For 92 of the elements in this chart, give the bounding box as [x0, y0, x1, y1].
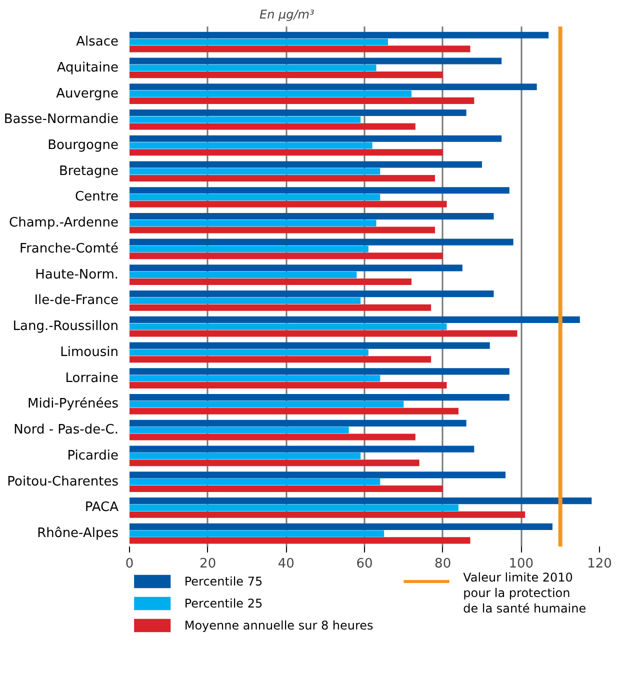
bar	[130, 72, 443, 78]
bar	[130, 58, 502, 64]
y-tick-label: Bourgogne	[48, 138, 119, 154]
bar	[130, 426, 349, 434]
bar	[130, 537, 470, 544]
bar	[130, 246, 368, 252]
bar	[130, 504, 458, 511]
x-tick-label: 120	[587, 556, 612, 572]
x-tick-label: 80	[434, 556, 452, 572]
bar	[130, 187, 510, 194]
y-tick-label: Midi-Pyrénées	[28, 396, 119, 412]
x-tick-label: 20	[200, 556, 216, 572]
bar	[130, 64, 376, 72]
legend-label: Moyenne annuelle sur 8 heures	[184, 618, 374, 632]
bar	[130, 38, 388, 46]
bar	[130, 109, 466, 116]
x-tick-label: 100	[508, 556, 534, 572]
y-tick-label: Lang.-Roussillon	[12, 319, 119, 334]
chart-title: En µg/m³	[260, 8, 314, 22]
bar	[130, 161, 482, 168]
bar	[130, 400, 404, 408]
bar	[130, 90, 412, 98]
bar	[130, 394, 510, 401]
legend-label: Percentile 25	[184, 596, 263, 610]
y-tick-label: Aquitaine	[56, 60, 119, 76]
bar	[130, 226, 435, 234]
bar	[130, 368, 510, 375]
y-tick-label: Nord - Pas-de-C.	[14, 422, 119, 438]
y-tick-label: Franche-Comté	[20, 241, 119, 256]
bar	[130, 342, 490, 349]
bar	[130, 472, 506, 478]
bar	[130, 175, 435, 182]
y-tick-label: Champ.-Ardenne	[9, 216, 119, 231]
bar	[130, 434, 416, 440]
bar	[130, 116, 361, 123]
bar	[130, 446, 474, 452]
x-tick-label: 60	[356, 556, 373, 572]
y-tick-label: Basse-Normandie	[4, 112, 119, 128]
bar	[130, 498, 592, 504]
y-tick-label: PACA	[84, 500, 119, 516]
bar	[130, 349, 368, 356]
y-tick-label: Lorraine	[65, 370, 119, 386]
legend-label: Valeur limite 2010 pour la protection de la santé humaine	[463, 570, 586, 616]
bar	[130, 452, 361, 460]
bar	[130, 238, 514, 246]
y-tick-label: Haute-Norm.	[35, 267, 118, 282]
bar	[130, 200, 447, 208]
bar	[130, 290, 494, 298]
bar	[130, 142, 372, 149]
y-tick-label: Alsace	[76, 34, 118, 50]
bar	[130, 194, 380, 201]
bar	[130, 523, 552, 530]
bar	[130, 460, 420, 466]
bar	[130, 212, 494, 220]
bar	[130, 97, 474, 104]
bar	[130, 375, 380, 382]
y-tick-label: Centre	[75, 190, 118, 205]
bar	[130, 530, 384, 537]
bar	[130, 84, 537, 90]
bar	[130, 168, 380, 175]
y-tick-label: Poitou-Charentes	[7, 474, 119, 490]
bar	[130, 46, 470, 52]
bar	[130, 123, 416, 130]
bar	[130, 297, 361, 304]
bar	[130, 272, 357, 278]
bar	[130, 323, 447, 330]
bar	[130, 330, 518, 337]
bar	[130, 356, 432, 363]
bar	[130, 252, 443, 260]
bar	[130, 220, 376, 226]
x-tick-label: 40	[278, 556, 294, 572]
bar	[130, 382, 447, 389]
y-tick-label: Ile-de-France	[34, 293, 119, 308]
bar	[130, 135, 502, 142]
bar	[130, 485, 443, 492]
y-tick-label: Picardie	[67, 448, 119, 464]
bar	[130, 478, 380, 486]
x-tick-label: 0	[125, 556, 134, 572]
bar	[130, 264, 462, 272]
y-tick-label: Limousin	[60, 344, 119, 360]
y-tick-label: Bretagne	[58, 164, 119, 179]
y-tick-label: Auvergne	[56, 86, 119, 102]
bar	[130, 316, 580, 323]
bar	[130, 278, 412, 286]
bar	[130, 420, 466, 426]
y-tick-label: Rhône-Alpes	[37, 526, 119, 542]
bar	[130, 32, 549, 38]
bar	[130, 408, 458, 414]
legend-label: Percentile 75	[184, 574, 263, 588]
bar	[130, 511, 526, 518]
bar	[130, 304, 432, 311]
bar	[130, 149, 443, 156]
